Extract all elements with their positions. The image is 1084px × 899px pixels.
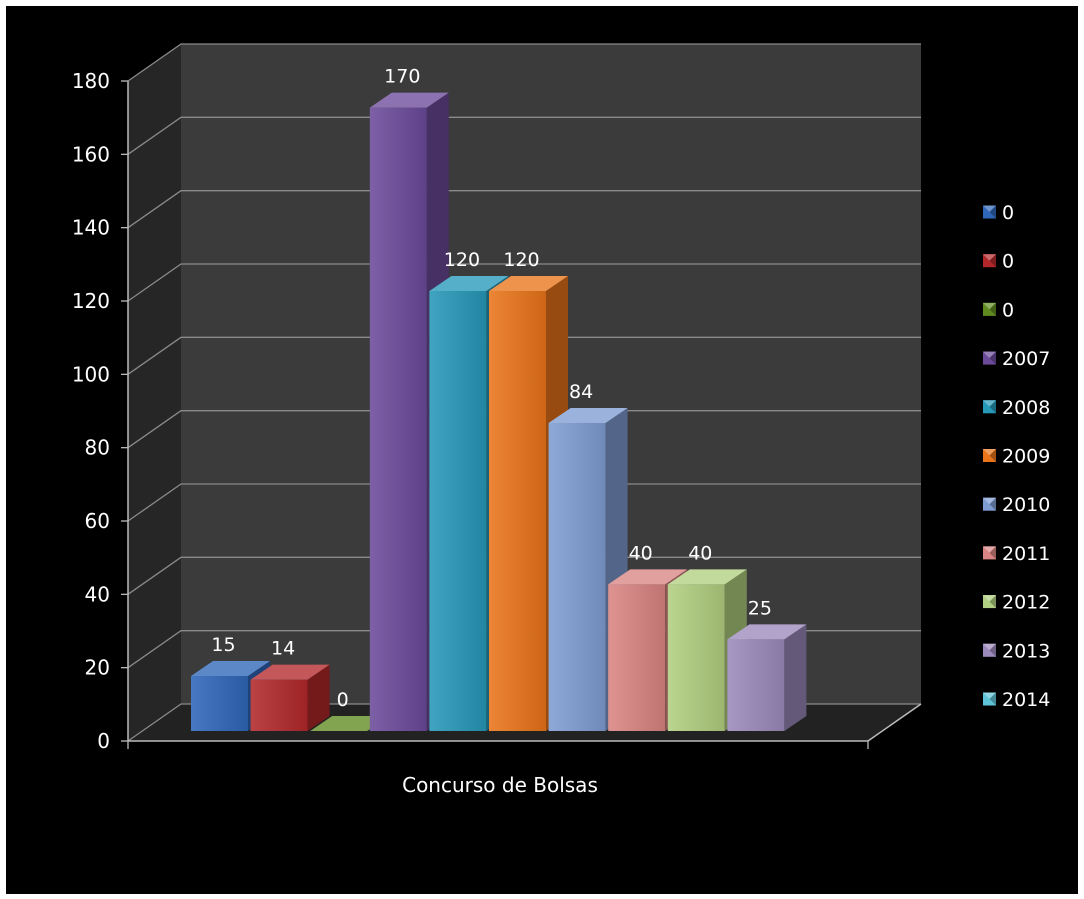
y-tick-label: 80: [85, 436, 110, 460]
legend-item: 2009: [983, 446, 1050, 468]
floor-edge: [867, 703, 922, 742]
legend-label: 2010: [1002, 494, 1050, 516]
y-tick-label: 160: [72, 142, 110, 166]
legend-label: 2009: [1002, 446, 1050, 468]
legend-label: 0: [1002, 299, 1014, 321]
bar-2009: [489, 276, 568, 731]
legend-item: 0: [983, 299, 1014, 321]
bar-side: [784, 624, 807, 731]
legend-label: 0: [1002, 202, 1014, 224]
gridline: [127, 556, 921, 595]
y-tick-label: 100: [72, 362, 110, 386]
bar-top: [548, 408, 628, 423]
data-label: 84: [569, 381, 593, 403]
gridlines: [127, 43, 921, 742]
legend-item: 2011: [983, 543, 1050, 565]
legend-label: 2013: [1002, 640, 1050, 662]
legend-label: 0: [1002, 251, 1014, 273]
x-category-label: Concurso de Bolsas: [402, 773, 598, 797]
bar-top: [191, 661, 270, 676]
data-label: 15: [211, 634, 235, 656]
gridline: [127, 263, 921, 302]
bar-front: [250, 679, 308, 731]
bar-top: [369, 92, 449, 108]
bar-side: [307, 664, 330, 731]
y-tick-label: 140: [72, 216, 110, 240]
legend-label: 2014: [1002, 689, 1050, 711]
bar-front: [727, 639, 785, 731]
data-label: 0: [337, 689, 349, 711]
legend: 0 0 0 2007 2008 2009 2010 2011 2012 2013 2014: [983, 202, 1050, 711]
bar-top: [429, 276, 509, 291]
bar-front: [369, 107, 427, 731]
legend-item: 0: [983, 202, 1014, 224]
y-tick-label: 60: [85, 509, 110, 533]
gridline: [127, 190, 921, 229]
y-tick-label: 40: [85, 582, 110, 606]
data-label: 25: [748, 597, 772, 619]
data-labels: 15 14 0 170 120 120 84 40 40 25: [211, 66, 772, 711]
data-label: 120: [503, 249, 539, 271]
bars: [191, 92, 807, 731]
data-label: 170: [384, 66, 420, 88]
legend-label: 2012: [1002, 592, 1050, 614]
bar-front: [667, 584, 725, 731]
legend-label: 2011: [1002, 543, 1050, 565]
data-label: 14: [271, 638, 295, 660]
legend-item: 2008: [983, 397, 1050, 419]
legend-label: 2007: [1002, 348, 1050, 370]
legend-item: 0: [983, 251, 1014, 273]
data-label: 120: [444, 249, 480, 271]
y-tick-label: 120: [72, 289, 110, 313]
bar-front: [429, 291, 487, 731]
legend-item: 2010: [983, 494, 1050, 516]
legend-label: 2008: [1002, 397, 1050, 419]
bar-0: [250, 664, 330, 731]
bar-top: [727, 624, 807, 640]
data-label: 40: [688, 542, 712, 564]
legend-item: 2012: [983, 592, 1050, 614]
axes: [127, 81, 922, 749]
bar-0: [310, 716, 390, 731]
data-label: 40: [629, 542, 653, 564]
bar-top: [608, 569, 688, 585]
bar-top: [250, 664, 330, 680]
bar-2013: [727, 624, 807, 731]
y-tick-label: 20: [85, 656, 110, 680]
y-tick-labels: 0 20 40 60 80 100 120 140 160 180: [72, 69, 128, 753]
chart-frame: 0 20 40 60 80 100 120 140 160 180 15 14 0 170 120 120 8…: [6, 6, 1078, 894]
gridline: [127, 410, 921, 449]
legend-item: 2013: [983, 640, 1050, 662]
gridline: [127, 116, 921, 155]
category-labels: Concurso de Bolsas: [402, 773, 598, 797]
bar-front: [489, 291, 546, 731]
bar-top: [667, 569, 747, 585]
y-tick-label: 180: [72, 69, 110, 93]
bar-top: [310, 716, 390, 731]
bar-2007: [369, 92, 449, 731]
gridline: [127, 336, 921, 375]
bar-front: [608, 584, 666, 731]
legend-item: 2014: [983, 689, 1050, 711]
gridline: [127, 43, 921, 82]
bar-front: [191, 676, 248, 731]
gridline: [127, 483, 921, 522]
bar-front: [548, 423, 606, 731]
bar-top: [489, 276, 568, 291]
legend-item: 2007: [983, 348, 1050, 370]
y-tick-label: 0: [97, 729, 110, 753]
